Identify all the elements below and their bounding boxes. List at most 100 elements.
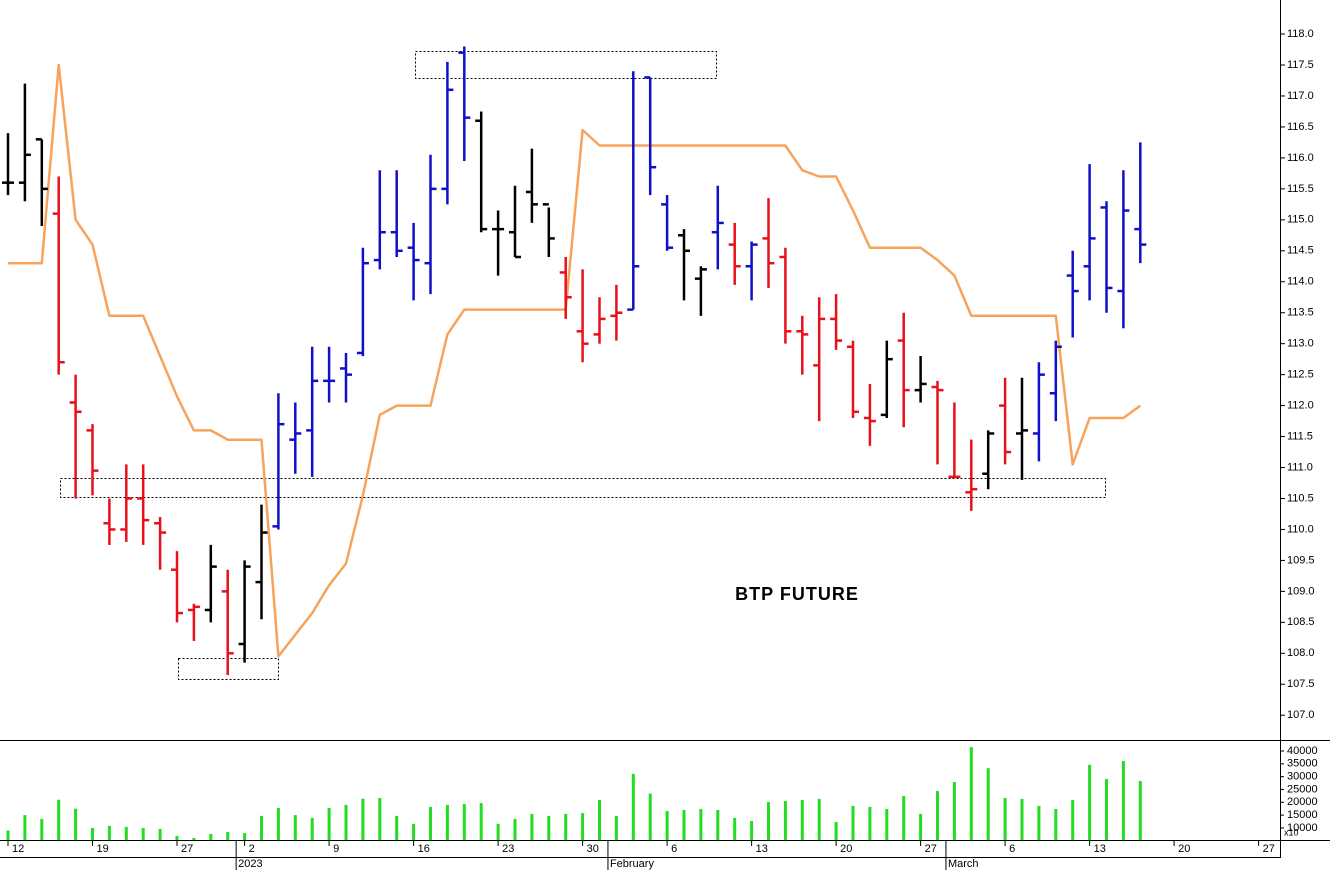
volume-y-tick-label: 30000 xyxy=(1287,771,1318,783)
volume-bar xyxy=(969,747,973,840)
volume-bar xyxy=(1054,808,1058,840)
y-tick-label: 116.5 xyxy=(1287,121,1314,133)
x-tick-label: 30 xyxy=(587,843,599,855)
volume-bar xyxy=(260,815,263,840)
volume-y-tick-label: 10000 xyxy=(1287,822,1318,834)
y-tick-label: 110.0 xyxy=(1287,523,1314,535)
volume-bar xyxy=(631,773,635,840)
y-tick-label: 116.0 xyxy=(1287,152,1314,164)
volume-y-tick-label: 25000 xyxy=(1287,783,1318,795)
x-tick-label: 16 xyxy=(418,843,430,855)
y-tick-label: 109.5 xyxy=(1287,554,1315,566)
volume-bar xyxy=(141,827,145,840)
y-tick-label: 113.5 xyxy=(1287,307,1314,319)
volume-bar xyxy=(750,821,754,840)
volume-bar xyxy=(530,813,534,840)
volume-bar xyxy=(699,808,703,840)
y-tick-label: 114.0 xyxy=(1287,276,1314,288)
resistance-box xyxy=(415,51,717,79)
x-tick-label: 12 xyxy=(12,843,24,855)
volume-bar xyxy=(1105,778,1108,840)
y-tick-label: 115.5 xyxy=(1287,183,1314,195)
volume-bar xyxy=(107,825,111,840)
volume-bar xyxy=(767,802,770,840)
volume-bar xyxy=(513,818,517,840)
volume-bar xyxy=(479,803,483,840)
volume-bar xyxy=(310,817,314,840)
volume-bar xyxy=(783,801,787,840)
x-tick-label: 6 xyxy=(1009,843,1015,855)
volume-bar xyxy=(327,807,331,840)
y-tick-label: 113.0 xyxy=(1287,338,1314,350)
y-tick-label: 108.5 xyxy=(1287,616,1315,628)
volume-bar xyxy=(1121,761,1125,840)
x-tick-label: 2 xyxy=(249,843,255,855)
y-tick-label: 112.5 xyxy=(1287,369,1314,381)
y-tick-label: 114.5 xyxy=(1287,245,1314,257)
volume-bar xyxy=(462,804,466,840)
volume-bar xyxy=(23,815,27,840)
volume-bar xyxy=(209,833,213,840)
volume-bar xyxy=(986,768,990,840)
y-tick-label: 107.5 xyxy=(1287,678,1315,690)
volume-bar xyxy=(158,828,162,840)
volume-bar xyxy=(936,791,939,840)
volume-bar xyxy=(1020,798,1024,840)
x-tick-label: 20 xyxy=(1178,843,1190,855)
volume-bar xyxy=(1071,799,1075,840)
volume-bar xyxy=(6,830,10,840)
volume-bar xyxy=(581,813,585,840)
y-tick-label: 111.0 xyxy=(1287,461,1313,473)
volume-bar xyxy=(344,804,348,840)
month-label: March xyxy=(948,858,979,870)
volume-bar xyxy=(293,815,297,840)
volume-bar xyxy=(1138,781,1142,840)
x-tick-label: 9 xyxy=(333,843,339,855)
volume-bar xyxy=(733,817,737,840)
y-tick-label: 112.0 xyxy=(1287,400,1314,412)
volume-bar xyxy=(614,815,618,840)
volume-bar xyxy=(91,827,94,840)
y-tick-label: 115.0 xyxy=(1287,214,1314,226)
volume-bar xyxy=(665,811,669,840)
support-box xyxy=(60,478,1106,498)
volume-bar xyxy=(834,822,838,840)
y-tick-label: 117.5 xyxy=(1287,59,1314,71)
y-tick-label: 111.5 xyxy=(1287,430,1313,442)
volume-bar xyxy=(429,806,432,840)
volume-bar xyxy=(412,823,416,840)
volume-bar xyxy=(885,808,889,840)
x-tick-label: 23 xyxy=(502,843,514,855)
x-tick-label: 20 xyxy=(840,843,852,855)
x-tick-label: 19 xyxy=(97,843,109,855)
volume-unit-label: x10 xyxy=(1284,827,1299,837)
volume-y-tick-label: 35000 xyxy=(1287,758,1318,770)
volume-bar xyxy=(124,826,128,840)
volume-bar xyxy=(716,809,720,840)
volume-y-tick-label: 15000 xyxy=(1287,809,1318,821)
volume-bar xyxy=(74,808,78,840)
volume-bar xyxy=(902,795,906,840)
volume-bar xyxy=(564,813,568,840)
stop-line xyxy=(8,63,1142,658)
month-label: February xyxy=(610,858,655,870)
volume-bar xyxy=(395,815,399,840)
y-tick-label: 109.0 xyxy=(1287,585,1315,597)
volume-bar xyxy=(868,806,872,840)
volume-y-tick-label: 40000 xyxy=(1287,745,1318,757)
y-tick-label: 110.5 xyxy=(1287,492,1314,504)
volume-bar xyxy=(1003,797,1007,840)
volume-bar xyxy=(40,818,44,840)
x-tick-label: 27 xyxy=(181,843,193,855)
annotation: BTP FUTURE xyxy=(735,584,859,604)
volume-y-tick-label: 20000 xyxy=(1287,796,1318,808)
volume-bar xyxy=(919,813,923,840)
x-tick-label: 27 xyxy=(925,843,937,855)
y-tick-label: 117.0 xyxy=(1287,90,1314,102)
y-tick-label: 107.0 xyxy=(1287,709,1315,721)
month-label: 2023 xyxy=(238,858,262,870)
volume-bar xyxy=(800,799,804,840)
volume-bar xyxy=(851,805,855,840)
